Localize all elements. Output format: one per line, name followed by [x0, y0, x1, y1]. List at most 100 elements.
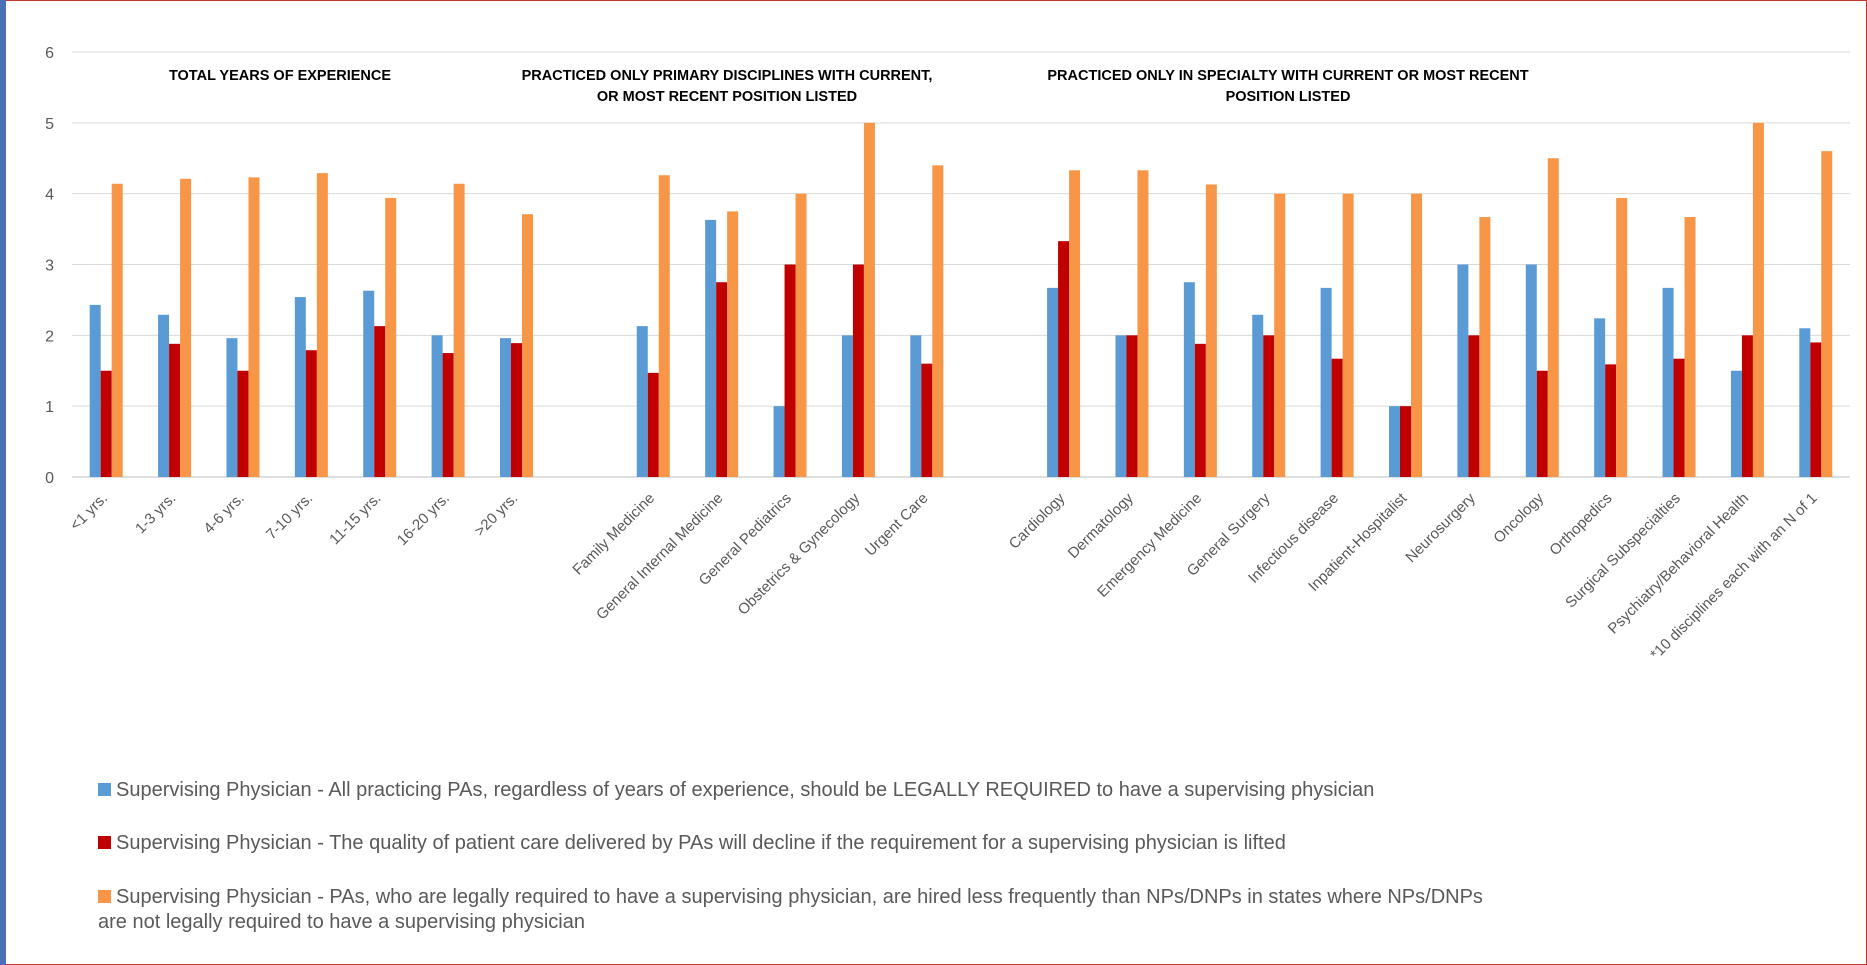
- bar: [305, 350, 317, 477]
- bar: [316, 173, 328, 477]
- bar: [453, 183, 465, 477]
- legend-swatch-red: [98, 836, 111, 849]
- bar: [1594, 318, 1606, 477]
- bar: [1126, 335, 1138, 477]
- section-title: TOTAL YEARS OF EXPERIENCE: [169, 68, 391, 84]
- bar: [294, 297, 306, 477]
- bar: [1205, 184, 1217, 478]
- bar: [1799, 328, 1811, 477]
- left-accent-bar: [0, 0, 6, 965]
- bar: [1741, 335, 1753, 477]
- x-tick-label: Oncology: [1490, 489, 1547, 546]
- y-tick-label: 0: [45, 470, 54, 487]
- bar: [773, 406, 785, 477]
- section-title: PRACTICED ONLY PRIMARY DISCIPLINES WITH …: [522, 68, 933, 84]
- bar: [1331, 358, 1343, 477]
- bar: [658, 175, 670, 477]
- bar: [1525, 264, 1537, 477]
- x-tick-label: 7-10 yrs.: [263, 490, 316, 543]
- section-title: POSITION LISTED: [1226, 89, 1351, 105]
- bar: [1479, 217, 1491, 477]
- x-tick-label: Cardiology: [1006, 489, 1069, 552]
- bar: [784, 264, 796, 477]
- bar: [705, 219, 717, 477]
- bar: [932, 165, 944, 478]
- bar: [111, 183, 123, 477]
- x-tick-label: Orthopedics: [1546, 490, 1615, 559]
- legend-label: Supervising Physician - The quality of p…: [116, 832, 1286, 854]
- bar: [1047, 287, 1059, 477]
- bar: [363, 290, 375, 477]
- bar: [1547, 158, 1559, 477]
- bar: [1673, 358, 1685, 477]
- y-tick-label: 4: [45, 187, 54, 204]
- bar: [226, 338, 238, 477]
- bar: [1730, 370, 1742, 477]
- bar: [727, 211, 739, 477]
- bar: [1457, 264, 1469, 477]
- x-tick-label: 1-3 yrs.: [132, 490, 179, 537]
- bar: [795, 193, 807, 477]
- x-tick-label: 11-15 yrs.: [326, 490, 384, 548]
- bar: [169, 343, 181, 477]
- bar: [1069, 170, 1081, 477]
- bar: [716, 282, 728, 477]
- bar: [442, 353, 454, 477]
- x-tick-label: Psychiatry/Behavioral Health: [1605, 490, 1753, 638]
- bar: [852, 264, 864, 477]
- bar: [100, 370, 112, 477]
- bar: [647, 372, 659, 477]
- y-tick-label: 1: [45, 399, 54, 416]
- section-title: OR MOST RECENT POSITION LISTED: [597, 89, 857, 105]
- bar: [1320, 287, 1332, 477]
- bar: [1400, 406, 1411, 477]
- x-tick-label: Obstetrics & Gynecology: [735, 489, 864, 618]
- bar: [863, 122, 875, 477]
- bar: [1752, 122, 1764, 477]
- bar: [500, 338, 511, 477]
- bar: [89, 304, 101, 477]
- bar: [1468, 335, 1480, 477]
- bar: [1684, 217, 1696, 477]
- y-tick-label: 6: [45, 45, 54, 62]
- bar: [385, 197, 397, 477]
- bar: [237, 370, 249, 477]
- bar: [180, 178, 192, 477]
- bar: [1389, 406, 1400, 477]
- bar: [1252, 314, 1264, 477]
- bar: [431, 335, 443, 477]
- x-tick-label: 4-6 yrs.: [200, 490, 247, 537]
- bar: [1274, 193, 1286, 477]
- bar: [636, 326, 648, 477]
- bar: [1058, 241, 1070, 477]
- section-title: PRACTICED ONLY IN SPECIALTY WITH CURRENT…: [1047, 68, 1528, 84]
- x-tick-label: <1 yrs.: [67, 490, 111, 534]
- bar: [1616, 197, 1628, 477]
- legend-item-quality-decline: Supervising Physician - The quality of p…: [98, 831, 1286, 856]
- bar: [1183, 282, 1195, 477]
- y-tick-label: 3: [45, 258, 54, 275]
- bar: [1137, 170, 1149, 477]
- bar: [158, 314, 170, 477]
- legend-label: Supervising Physician - PAs, who are leg…: [98, 886, 1483, 933]
- bar: [1342, 193, 1354, 477]
- bar: [841, 335, 853, 477]
- legend-item-hired-less: Supervising Physician - PAs, who are leg…: [98, 885, 1498, 935]
- legend-label: Supervising Physician - All practicing P…: [116, 779, 1375, 801]
- y-tick-label: 5: [45, 116, 54, 133]
- x-tick-label: Urgent Care: [862, 490, 932, 560]
- y-tick-label: 2: [45, 328, 54, 345]
- bar: [1810, 342, 1822, 477]
- x-tick-label: General Internal Medicine: [593, 490, 726, 623]
- x-tick-label: Neurosurgery: [1402, 489, 1479, 566]
- bar: [1821, 151, 1833, 477]
- bar: [1536, 370, 1548, 477]
- bar: [1115, 335, 1127, 477]
- legend-swatch-orange: [98, 890, 111, 903]
- bar: [1605, 364, 1617, 477]
- bar: [1411, 193, 1422, 477]
- bar: [511, 343, 522, 477]
- legend-item-legally-required: Supervising Physician - All practicing P…: [98, 778, 1374, 803]
- legend-swatch-blue: [98, 783, 111, 796]
